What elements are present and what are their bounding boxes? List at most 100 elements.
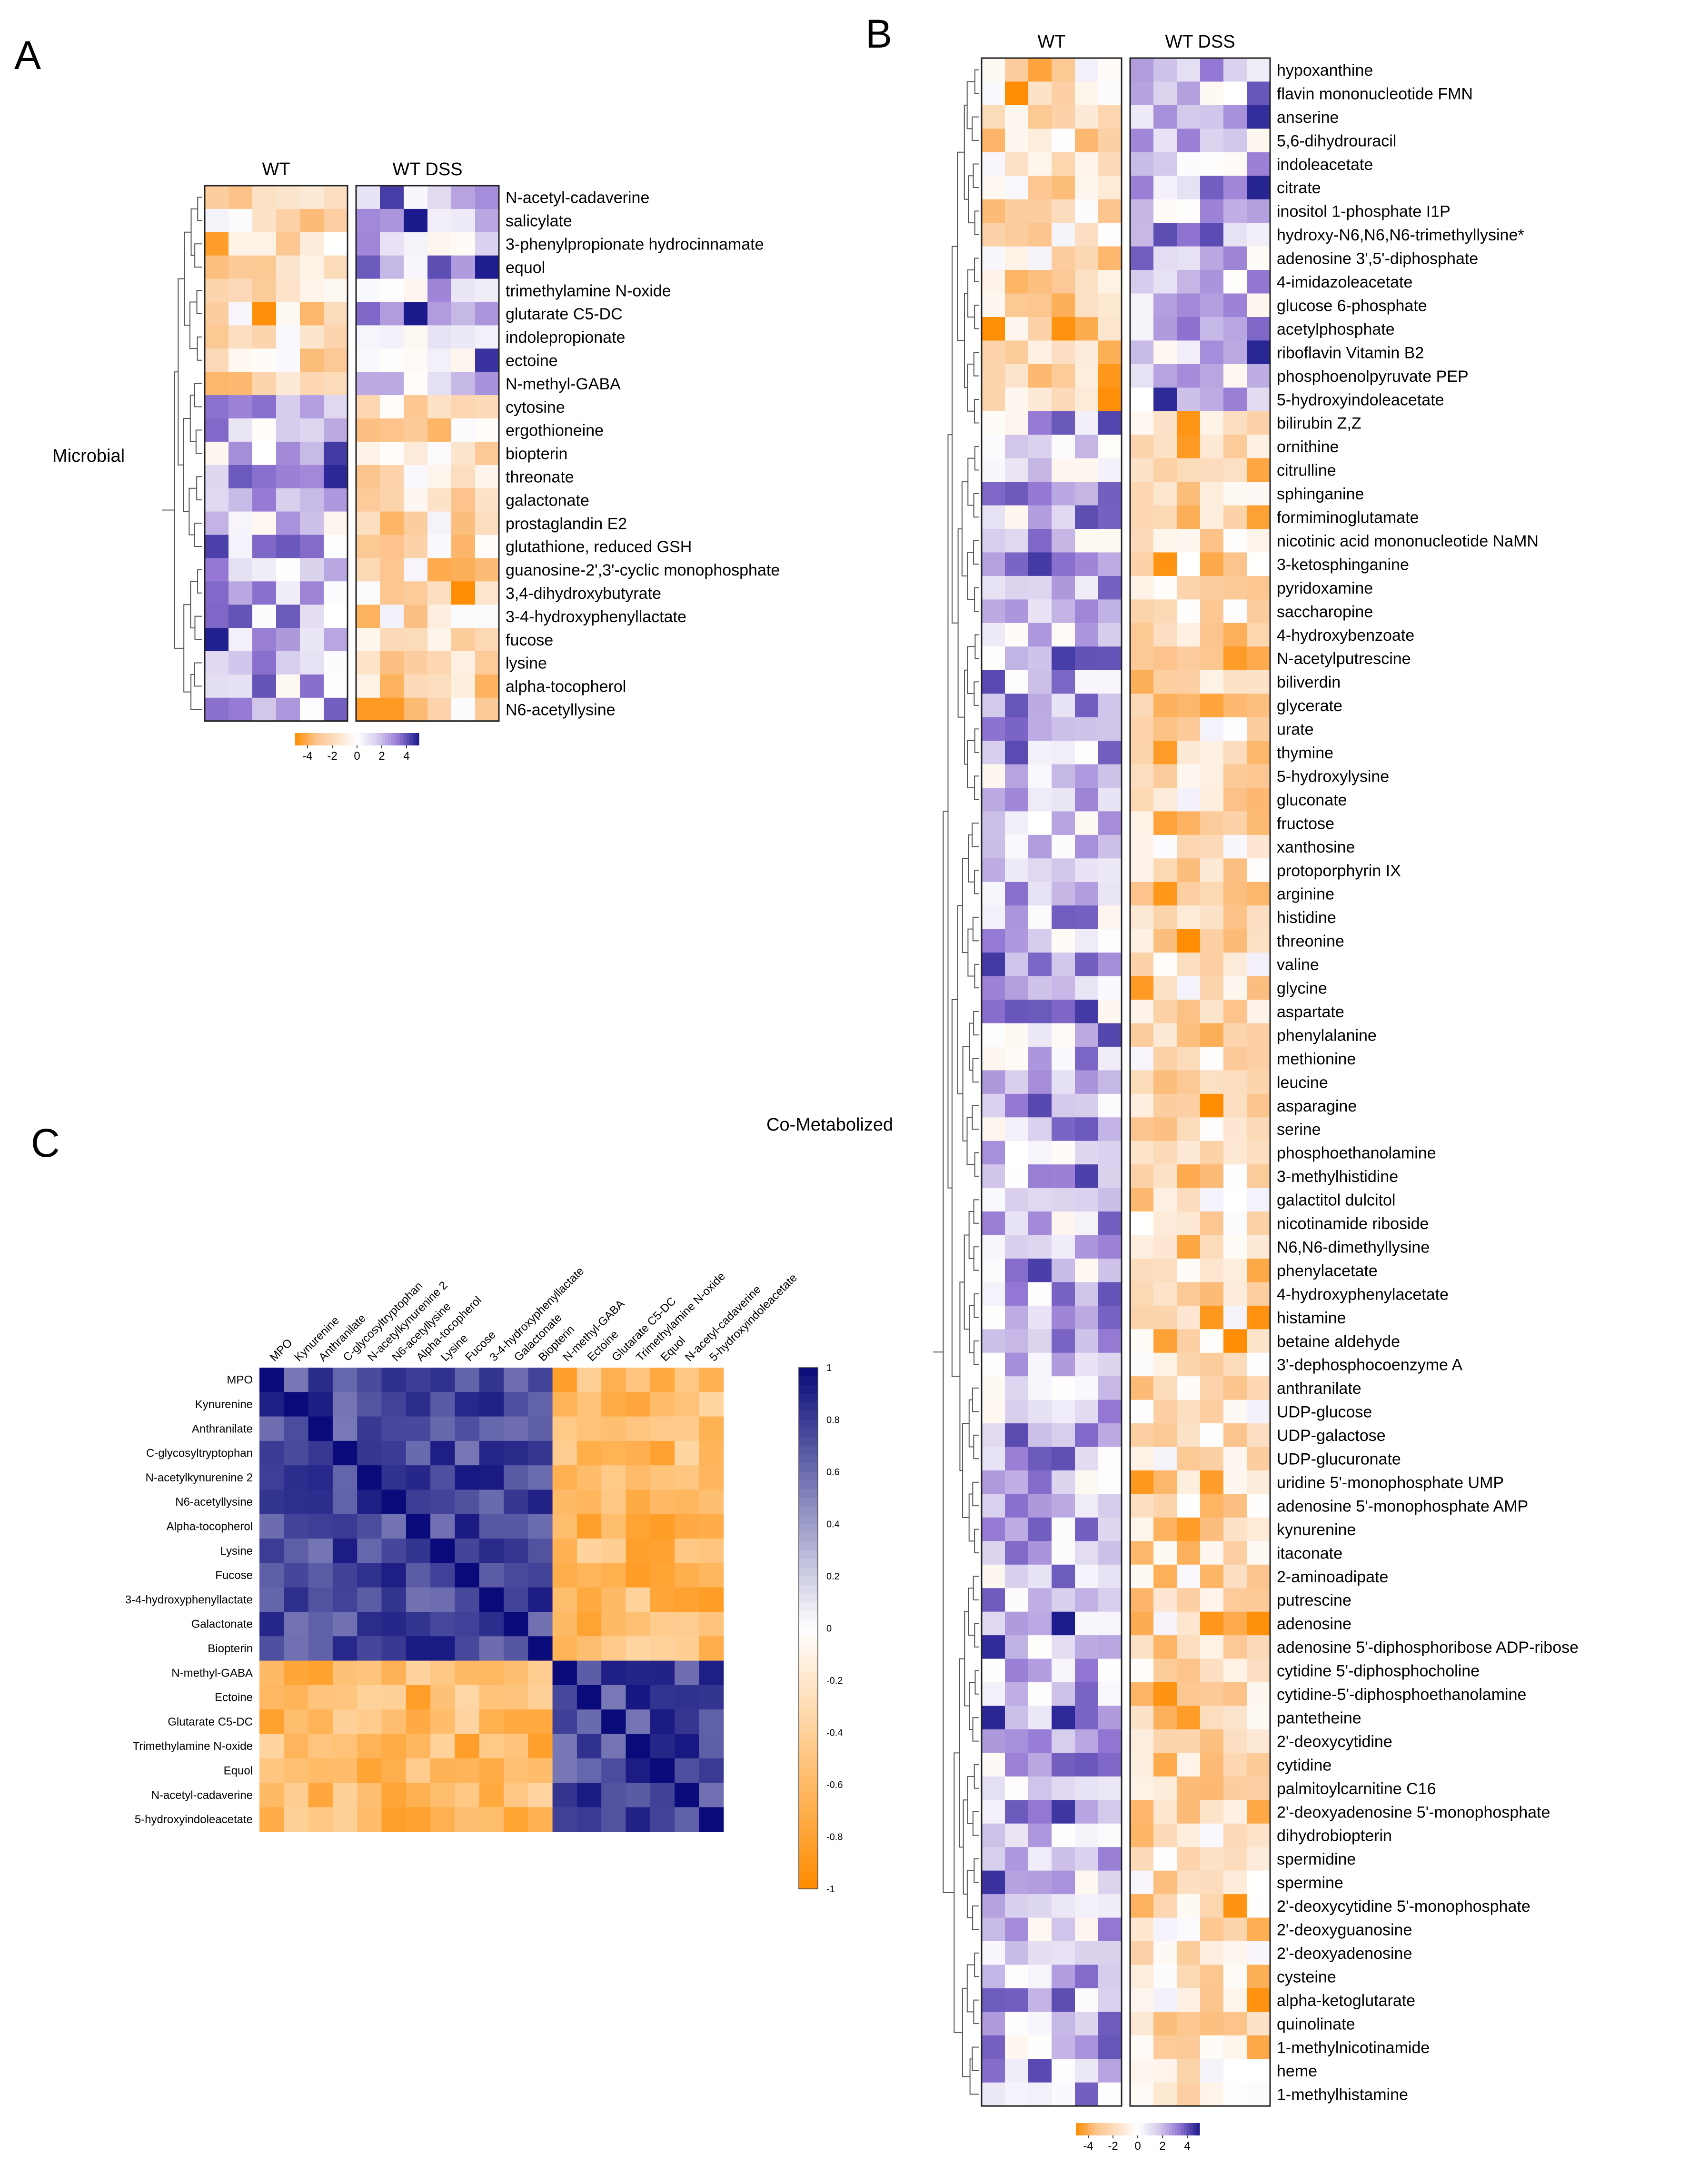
heatmap-cell	[982, 1211, 1005, 1236]
heatmap-cell	[1153, 1494, 1177, 1518]
correlation-cell	[406, 1489, 431, 1515]
heatmap-cell	[1052, 1305, 1075, 1330]
correlation-cell	[259, 1709, 284, 1735]
row-label: xanthosine	[1277, 838, 1355, 856]
colorbar-segment	[799, 1785, 818, 1794]
color-key-segment	[1159, 2123, 1163, 2135]
heatmap-cell	[1052, 176, 1075, 200]
heatmap-cell	[1098, 1941, 1122, 1966]
correlation-cell	[284, 1368, 309, 1392]
heatmap-cell	[205, 465, 229, 489]
column-group-label: WT	[262, 159, 290, 179]
heatmap-cell	[356, 372, 380, 396]
dendrogram-branch	[974, 870, 979, 894]
heatmap-cell	[1075, 694, 1099, 718]
correlation-cell	[357, 1685, 382, 1710]
heatmap-cell	[1223, 1447, 1247, 1471]
heatmap-cell	[1052, 1729, 1075, 1753]
heatmap-cell	[1247, 929, 1271, 953]
heatmap-cell	[1052, 552, 1075, 576]
heatmap-cell	[982, 1917, 1005, 1942]
correlation-cell	[430, 1465, 455, 1490]
heatmap-cell	[1005, 1282, 1029, 1306]
heatmap-cell	[276, 488, 300, 512]
heatmap-cell	[1130, 882, 1154, 906]
heatmap-cell	[1177, 2012, 1201, 2036]
correlation-cell	[284, 1465, 309, 1490]
heatmap-cell	[1075, 1023, 1099, 1047]
heatmap-cell	[1028, 58, 1052, 82]
heatmap-cell	[1153, 552, 1177, 576]
heatmap-cell	[300, 186, 324, 209]
correlation-cell	[357, 1660, 382, 1686]
heatmap-cell	[1247, 1517, 1271, 1541]
correlation-cell	[552, 1685, 577, 1710]
heatmap-cell	[1098, 1305, 1122, 1330]
color-key-segment	[341, 733, 345, 745]
heatmap-cell	[1130, 2082, 1154, 2106]
heatmap-cell	[1223, 2082, 1247, 2106]
correlation-cell	[259, 1783, 284, 1807]
heatmap-cell	[1130, 1235, 1154, 1259]
heatmap-cell	[1075, 1541, 1099, 1565]
heatmap-cell	[1130, 2012, 1154, 2036]
correlation-cell	[626, 1758, 651, 1783]
heatmap-cell	[1247, 1564, 1271, 1588]
heatmap-cell	[1028, 1541, 1052, 1565]
dendrogram-branch	[974, 1670, 979, 1695]
heatmap-cell	[982, 670, 1005, 694]
heatmap-cell	[1223, 882, 1247, 906]
heatmap-cell	[1177, 1635, 1201, 1659]
heatmap-cell	[380, 628, 404, 652]
heatmap-cell	[1098, 1823, 1122, 1847]
row-label: 3-methylhistidine	[1277, 1168, 1398, 1186]
colorbar-segment	[799, 1393, 818, 1403]
heatmap-cell	[1153, 246, 1177, 270]
correlation-cell	[455, 1489, 480, 1515]
heatmap-cell	[1200, 953, 1224, 977]
heatmap-cell	[475, 605, 499, 628]
heatmap-cell	[1005, 1352, 1029, 1377]
heatmap-cell	[1052, 1894, 1075, 1918]
heatmap-cell	[1223, 1188, 1247, 1212]
heatmap-cell	[276, 558, 300, 582]
correlation-cell	[528, 1734, 553, 1759]
heatmap-cell	[1052, 1046, 1075, 1071]
heatmap-cell	[1153, 1847, 1177, 1871]
color-key-segment	[363, 733, 367, 745]
colorbar-tick-label: 0.6	[826, 1467, 840, 1478]
heatmap-cell	[1005, 1541, 1029, 1565]
colorbar-segment	[799, 1480, 818, 1490]
heatmap-cell	[982, 1706, 1005, 1730]
dendrogram-branch	[972, 1905, 979, 1930]
correlation-cell	[699, 1539, 724, 1563]
correlation-cell	[504, 1685, 528, 1710]
heatmap-cell	[1200, 882, 1224, 906]
correlation-cell	[552, 1709, 577, 1735]
heatmap-cell	[1130, 340, 1154, 365]
correlation-cell	[626, 1440, 651, 1466]
dendrogram-branch	[969, 1682, 975, 1730]
heatmap-cell	[1200, 1046, 1224, 1071]
heatmap-cell	[1153, 1753, 1177, 1777]
heatmap-cell	[451, 278, 476, 303]
heatmap-cell	[1052, 1494, 1075, 1518]
color-key-segment	[397, 733, 401, 745]
heatmap-cell	[1005, 435, 1029, 459]
heatmap-cell	[451, 605, 476, 628]
heatmap-cell	[982, 1776, 1005, 1800]
dendrogram-branch	[974, 1529, 979, 1554]
heatmap-cell	[427, 278, 452, 303]
heatmap-cell	[1028, 1235, 1052, 1259]
correlation-cell	[675, 1734, 699, 1759]
heatmap-cell	[1153, 435, 1177, 459]
heatmap-cell	[1052, 1917, 1075, 1942]
correlation-cell	[284, 1539, 309, 1563]
heatmap-cell	[1223, 411, 1247, 435]
heatmap-cell	[1130, 623, 1154, 647]
heatmap-cell	[1200, 105, 1224, 129]
heatmap-cell	[982, 199, 1005, 223]
heatmap-cell	[427, 488, 452, 512]
heatmap-cell	[1247, 1258, 1271, 1282]
colorbar-segment	[799, 1663, 818, 1672]
